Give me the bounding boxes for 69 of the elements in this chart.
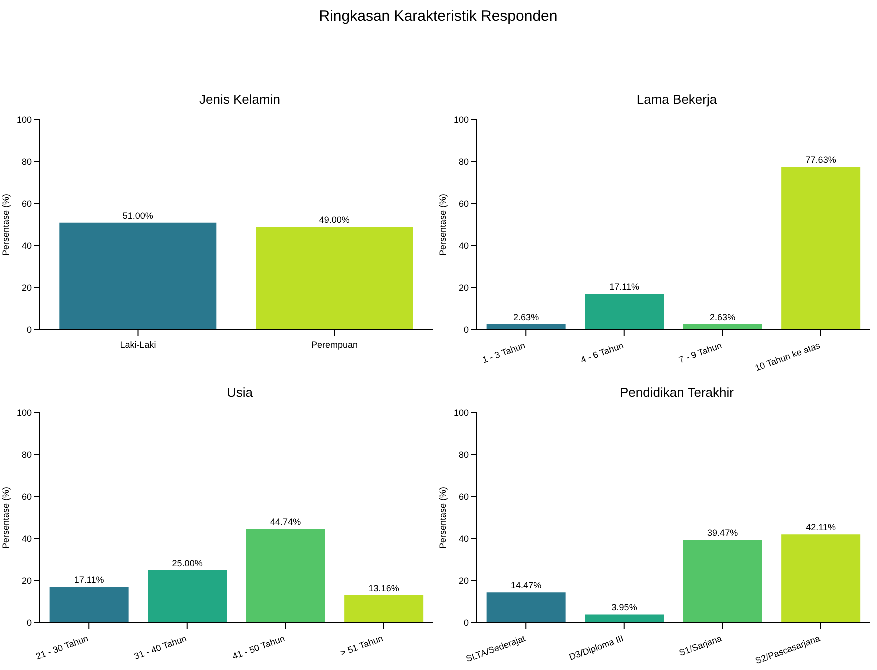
x-tick-label: Laki-Laki xyxy=(120,340,156,350)
bar xyxy=(486,592,566,623)
data-label: 25.00% xyxy=(172,558,203,568)
y-axis-title: Persentase (%) xyxy=(438,486,448,550)
y-tick-label: 60 xyxy=(458,492,469,502)
y-tick-label: 40 xyxy=(22,534,32,544)
data-label: 42.11% xyxy=(806,522,836,533)
y-axis-title: Persentase (%) xyxy=(1,194,12,256)
y-tick-label: 100 xyxy=(16,115,32,126)
bar xyxy=(585,294,664,330)
bar xyxy=(148,570,228,623)
data-label: 39.47% xyxy=(708,528,738,538)
bar xyxy=(246,529,326,623)
x-tick-label: 1 - 3 Tahun xyxy=(481,340,527,366)
bar xyxy=(585,614,664,623)
y-tick-label: 100 xyxy=(454,115,469,126)
y-tick-label: 40 xyxy=(458,534,469,544)
y-tick-label: 40 xyxy=(22,241,32,252)
data-label: 17.11% xyxy=(610,282,640,292)
y-tick-label: 60 xyxy=(22,492,32,502)
data-label: 17.11% xyxy=(74,575,104,586)
bar xyxy=(683,540,762,623)
data-label: 77.63% xyxy=(806,154,836,165)
bar xyxy=(50,587,129,623)
data-label: 2.63% xyxy=(710,312,736,322)
x-tick-label: 4 - 6 Tahun xyxy=(579,340,626,366)
data-label: 3.95% xyxy=(612,602,638,613)
y-tick-label: 20 xyxy=(458,576,469,586)
y-tick-label: 0 xyxy=(464,325,469,336)
x-tick-label: > 51 Tahun xyxy=(339,633,385,658)
data-label: 13.16% xyxy=(368,583,400,594)
y-tick-label: 20 xyxy=(22,283,32,294)
bar xyxy=(344,595,424,623)
data-label: 44.74% xyxy=(270,517,302,528)
data-label: 2.63% xyxy=(514,312,540,322)
data-label: 49.00% xyxy=(319,215,350,226)
y-tick-label: 0 xyxy=(26,325,32,336)
bar xyxy=(683,324,762,330)
y-tick-label: 60 xyxy=(458,199,469,210)
y-tick-label: 80 xyxy=(458,157,469,168)
bar xyxy=(782,534,861,623)
x-tick-label: Perempuan xyxy=(311,340,358,350)
y-axis-title: Persentase (%) xyxy=(438,194,448,256)
y-tick-label: 80 xyxy=(22,450,32,460)
y-tick-label: 20 xyxy=(22,576,32,586)
chart-title: Pendidikan Terakhir xyxy=(619,385,735,400)
y-tick-label: 20 xyxy=(458,283,469,294)
data-label: 14.47% xyxy=(511,580,542,591)
y-tick-label: 100 xyxy=(16,408,32,418)
bar xyxy=(486,324,566,330)
y-tick-label: 80 xyxy=(458,450,469,460)
y-tick-label: 0 xyxy=(26,618,32,628)
data-label: 51.00% xyxy=(122,210,154,221)
chart-title: Usia xyxy=(226,385,254,400)
bar xyxy=(782,166,861,330)
text: Ringkasan Karakteristik Responden xyxy=(318,8,559,25)
y-tick-label: 0 xyxy=(464,618,469,628)
x-tick-label: 41 - 50 Tahun xyxy=(231,633,286,662)
chart-title: Jenis Kelamin xyxy=(198,92,282,107)
y-tick-label: 80 xyxy=(22,157,32,168)
x-tick-label: 31 - 40 Tahun xyxy=(133,633,188,662)
y-tick-label: 100 xyxy=(454,408,469,418)
chart-title: Lama Bekerja xyxy=(636,92,718,107)
x-tick-label: 10 Tahun ke atas xyxy=(754,340,822,374)
y-tick-label: 40 xyxy=(458,241,469,252)
x-tick-label: 21 - 30 Tahun xyxy=(34,633,90,662)
y-tick-label: 60 xyxy=(22,199,32,210)
x-tick-label: 7 - 9 Tahun xyxy=(678,340,724,366)
y-axis-title: Persentase (%) xyxy=(1,486,12,550)
